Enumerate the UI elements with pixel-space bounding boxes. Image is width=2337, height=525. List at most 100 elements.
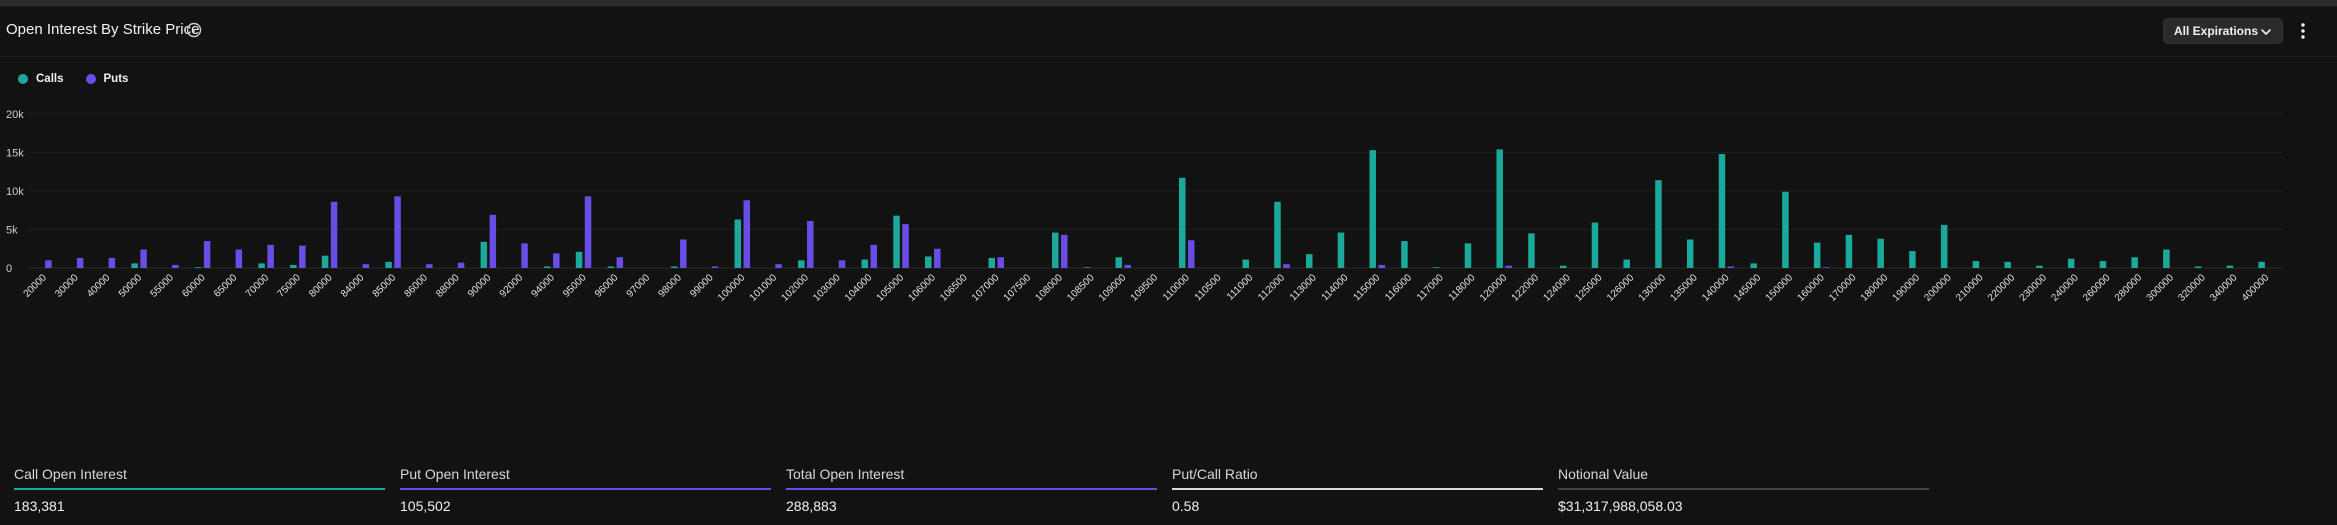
x-tick-label: 105000: [875, 272, 907, 304]
legend-item-calls[interactable]: Calls: [18, 73, 64, 85]
x-tick-label: 109000: [1097, 272, 1129, 304]
bar-puts: [1187, 240, 1195, 268]
bar-calls: [1178, 177, 1186, 268]
x-tick-label: 106000: [907, 272, 939, 304]
bar-puts: [997, 257, 1005, 268]
x-tick-label: 107500: [1002, 272, 1034, 304]
bar-puts: [1061, 234, 1068, 268]
bar-puts: [680, 239, 687, 268]
bar-calls: [1305, 254, 1313, 268]
x-tick-label: 106500: [938, 272, 970, 304]
info-icon[interactable]: [186, 22, 202, 38]
y-tick-label: 15k: [6, 148, 24, 160]
stat-label: Put Open Interest: [400, 466, 510, 482]
x-tick-label: 85000: [371, 272, 399, 300]
x-tick-label: 118000: [1447, 272, 1478, 303]
bar-puts: [267, 244, 274, 268]
bar-calls: [1242, 259, 1249, 268]
chevron-down-icon: [2261, 29, 2271, 35]
bar-calls: [2131, 257, 2138, 268]
x-tick-label: 135000: [1668, 272, 1700, 304]
x-tick-label: 145000: [1732, 272, 1764, 304]
x-tick-label: 65000: [212, 272, 240, 300]
x-tick-label: 120000: [1478, 272, 1510, 304]
legend-label-calls: Calls: [36, 73, 64, 85]
x-tick-label: 340000: [2208, 272, 2240, 304]
bar-calls: [1655, 180, 1662, 268]
x-tick-label: 84000: [339, 272, 367, 300]
bar-calls: [290, 264, 297, 268]
bar-calls: [1559, 265, 1567, 268]
bar-calls: [1369, 150, 1376, 268]
bar-calls: [1337, 232, 1345, 268]
bar-puts: [489, 214, 497, 268]
x-tick-label: 97000: [625, 272, 653, 300]
x-tick-label: 400000: [2240, 272, 2272, 304]
x-tick-label: 108500: [1065, 272, 1097, 304]
bar-calls: [1083, 267, 1091, 268]
stat-value: $31,317,988,058.03: [1558, 498, 1683, 514]
bar-puts: [394, 196, 401, 268]
x-tick-label: 30000: [53, 272, 81, 300]
bar-puts: [45, 260, 52, 268]
stat-label: Put/Call Ratio: [1172, 466, 1258, 482]
bar-calls: [1432, 267, 1440, 268]
expirations-dropdown[interactable]: All Expirations: [2163, 18, 2283, 44]
x-tick-label: 170000: [1827, 272, 1859, 304]
bar-calls: [1972, 261, 1980, 268]
y-tick-label: 10k: [6, 186, 24, 198]
x-tick-label: 102000: [780, 272, 812, 304]
bar-calls: [1909, 251, 1916, 268]
x-tick-label: 116000: [1383, 272, 1414, 303]
stat-value: 0.58: [1172, 498, 1200, 514]
x-tick-label: 95000: [561, 272, 589, 300]
stat-put-open-interest: Put Open Interest 105,502: [400, 458, 771, 518]
bar-calls: [1274, 201, 1281, 268]
bar-calls: [607, 266, 615, 268]
bar-calls: [2036, 265, 2043, 268]
x-tick-label: 112000: [1256, 272, 1287, 303]
x-tick-label: 110000: [1161, 272, 1192, 303]
x-tick-label: 70000: [244, 272, 272, 300]
bar-puts: [76, 257, 84, 268]
bar-puts: [807, 221, 814, 268]
legend-swatch-puts: [85, 74, 96, 84]
stat-label: Notional Value: [1558, 466, 1649, 482]
bar-calls: [1686, 239, 1694, 268]
bar-puts: [1283, 264, 1290, 268]
x-tick-label: 190000: [1891, 272, 1923, 304]
bar-calls: [1464, 243, 1472, 268]
x-tick-label: 90000: [466, 272, 494, 300]
stat-total-open-interest: Total Open Interest 288,883: [786, 458, 1157, 518]
x-tick-label: 230000: [2018, 272, 2050, 304]
x-tick-label: 55000: [149, 272, 177, 300]
x-tick-label: 104000: [843, 272, 875, 304]
x-tick-label: 108000: [1034, 272, 1066, 304]
bar-puts: [235, 249, 243, 268]
legend-swatch-calls: [18, 74, 28, 84]
legend-item-puts[interactable]: Puts: [85, 73, 128, 85]
open-interest-panel: Open Interest By Strike Price All Expira…: [0, 6, 2337, 525]
bar-puts: [553, 253, 560, 268]
x-tick-label: 101000: [748, 272, 780, 304]
x-tick-label: 94000: [529, 272, 557, 300]
x-tick-label: 150000: [1764, 272, 1796, 304]
x-tick-label: 117000: [1415, 272, 1446, 303]
stat-underline: [1172, 488, 1543, 490]
bar-calls: [2004, 261, 2011, 268]
bar-calls: [1813, 242, 1821, 268]
bar-puts: [1378, 264, 1385, 268]
kebab-menu-icon[interactable]: [2300, 22, 2306, 40]
stat-put-call-ratio: Put/Call Ratio 0.58: [1172, 458, 1543, 518]
bar-puts: [1505, 265, 1512, 268]
bar-calls: [194, 267, 202, 268]
bar-calls: [671, 266, 678, 268]
panel-header: Open Interest By Strike Price All Expira…: [0, 7, 2337, 57]
bar-calls: [734, 219, 742, 268]
bar-calls: [893, 215, 900, 268]
x-tick-label: 99000: [688, 272, 716, 300]
x-tick-label: 140000: [1700, 272, 1732, 304]
x-tick-label: 280000: [2113, 272, 2145, 304]
x-tick-label: 320000: [2176, 272, 2208, 304]
bar-puts: [330, 201, 338, 268]
